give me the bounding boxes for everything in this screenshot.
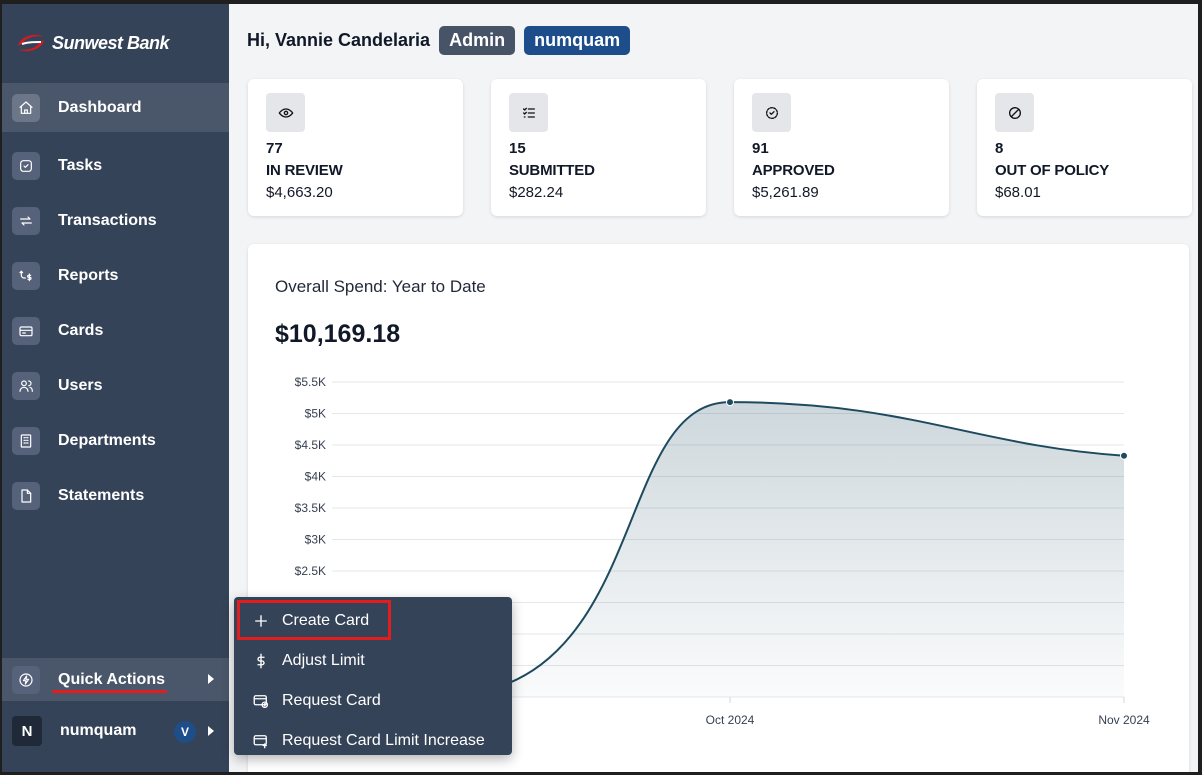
badge-check-icon xyxy=(752,93,791,132)
y-tick-label: $3K xyxy=(305,533,326,547)
data-point xyxy=(726,398,734,407)
y-tick-label: $4.5K xyxy=(295,438,326,452)
sidebar-item-departments[interactable]: Departments xyxy=(2,413,229,468)
arrows-icon xyxy=(12,206,40,235)
org-name: numquam xyxy=(60,722,137,739)
stat-label: APPROVED xyxy=(752,162,835,179)
card-icon xyxy=(12,316,40,345)
menu-item-label: Adjust Limit xyxy=(282,652,365,669)
sidebar-item-cards[interactable]: Cards xyxy=(2,303,229,358)
sidebar-item-reports[interactable]: Reports xyxy=(2,248,229,303)
ban-icon xyxy=(995,93,1034,132)
stat-amount: $5,261.89 xyxy=(752,184,819,201)
app-frame: Sunwest Bank Dashboard Tasks Transaction… xyxy=(2,4,1198,772)
sidebar-item-label: Statements xyxy=(58,486,145,504)
building-icon xyxy=(12,426,40,455)
check-square-icon xyxy=(12,151,40,180)
users-icon xyxy=(12,371,40,400)
sunwest-logo-icon xyxy=(18,34,44,52)
quick-actions-label: Quick Actions xyxy=(58,670,165,688)
sidebar: Sunwest Bank Dashboard Tasks Transaction… xyxy=(2,4,229,772)
sidebar-item-label: Users xyxy=(58,376,103,394)
plus-icon xyxy=(252,612,270,630)
y-tick-label: $3.5K xyxy=(295,501,326,515)
menu-item-request-card[interactable]: Request Card xyxy=(234,684,512,718)
chevron-right-icon xyxy=(208,726,214,736)
brand-logo[interactable]: Sunwest Bank xyxy=(14,32,170,54)
org-avatar: N xyxy=(12,716,42,746)
eye-icon xyxy=(266,93,305,132)
card-limit-icon xyxy=(252,732,270,750)
stat-label: SUBMITTED xyxy=(509,162,595,179)
sidebar-item-label: Cards xyxy=(58,321,104,339)
menu-item-label: Create Card xyxy=(282,612,370,629)
org-badge: numquam xyxy=(524,26,631,55)
home-icon xyxy=(12,93,40,122)
sidebar-item-label: Departments xyxy=(58,431,156,449)
sidebar-nav: Dashboard Tasks Transactions Reports Car… xyxy=(2,83,229,523)
greeting-text: Hi, Vannie Candelaria xyxy=(247,30,431,50)
sidebar-item-transactions[interactable]: Transactions xyxy=(2,193,229,248)
stat-card-approved[interactable]: 91 APPROVED $5,261.89 xyxy=(734,79,949,216)
stat-count: 8 xyxy=(995,140,1004,157)
stat-card-in-review[interactable]: 77 IN REVIEW $4,663.20 xyxy=(248,79,463,216)
stat-count: 91 xyxy=(752,140,769,157)
sidebar-item-users[interactable]: Users xyxy=(2,358,229,413)
area-fill xyxy=(486,402,1124,697)
brand-name: Sunwest Bank xyxy=(52,32,170,53)
file-icon xyxy=(12,481,40,510)
sidebar-item-label: Reports xyxy=(58,266,119,284)
menu-item-create-card[interactable]: Create Card xyxy=(234,604,512,638)
stat-count: 15 xyxy=(509,140,526,157)
sidebar-item-label: Transactions xyxy=(58,211,157,229)
card-request-icon xyxy=(252,692,270,710)
menu-item-label: Request Card Limit Increase xyxy=(282,732,485,749)
stat-label: OUT OF POLICY xyxy=(995,162,1110,179)
page-header: Hi, Vannie Candelaria Admin numquam xyxy=(247,26,631,55)
sidebar-item-label: Dashboard xyxy=(58,98,142,116)
menu-item-label: Request Card xyxy=(282,692,381,709)
chart-title: Overall Spend: Year to Date xyxy=(275,277,486,296)
menu-item-adjust-limit[interactable]: Adjust Limit xyxy=(234,644,512,678)
quick-actions-underline xyxy=(52,690,167,693)
bolt-icon xyxy=(12,665,40,694)
sidebar-item-dashboard[interactable]: Dashboard xyxy=(2,83,229,132)
quick-actions-menu: Create Card Adjust Limit Request Card Re… xyxy=(234,597,512,755)
chart-total: $10,169.18 xyxy=(275,320,401,348)
spend-chart-card: Overall Spend: Year to Date $10,169.18 $… xyxy=(248,244,1189,772)
x-tick-label: Oct 2024 xyxy=(706,713,755,727)
sidebar-item-label: Tasks xyxy=(58,156,103,174)
stat-label: IN REVIEW xyxy=(266,162,343,179)
stat-amount: $282.24 xyxy=(509,184,564,201)
x-tick-label: Nov 2024 xyxy=(1098,713,1150,727)
list-check-icon xyxy=(509,93,548,132)
y-tick-label: $5.5K xyxy=(295,375,326,389)
org-switcher[interactable]: N numquam V xyxy=(2,711,229,751)
y-tick-label: $4K xyxy=(305,470,326,484)
stat-amount: $4,663.20 xyxy=(266,184,333,201)
stat-card-submitted[interactable]: 15 SUBMITTED $282.24 xyxy=(491,79,706,216)
role-badge: Admin xyxy=(439,26,516,55)
chevron-right-icon xyxy=(208,674,214,684)
stat-card-out-of-policy[interactable]: 8 OUT OF POLICY $68.01 xyxy=(977,79,1192,216)
report-icon xyxy=(12,261,40,290)
menu-item-request-card-limit-increase[interactable]: Request Card Limit Increase xyxy=(234,724,512,758)
stat-amount: $68.01 xyxy=(995,184,1041,201)
y-tick-label: $2.5K xyxy=(295,564,326,578)
sidebar-item-statements[interactable]: Statements xyxy=(2,468,229,523)
y-tick-label: $5K xyxy=(305,407,326,421)
data-point xyxy=(1120,451,1128,460)
sidebar-item-tasks[interactable]: Tasks xyxy=(2,138,229,193)
quick-actions-button[interactable]: Quick Actions xyxy=(2,658,229,701)
user-avatar: V xyxy=(174,721,196,743)
dollar-icon xyxy=(252,652,270,670)
stat-count: 77 xyxy=(266,140,283,157)
